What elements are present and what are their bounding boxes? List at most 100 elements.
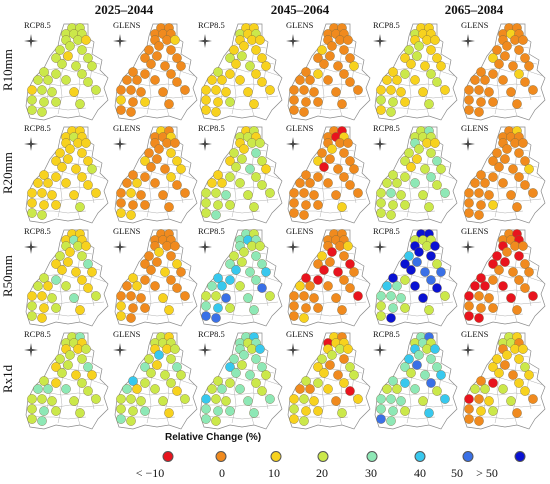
station-marker: [299, 416, 309, 426]
station-marker: [39, 406, 49, 416]
station-marker: [164, 408, 174, 418]
subregion-boundary: [379, 198, 454, 202]
station-marker: [508, 267, 518, 277]
north-arrow-icon: [373, 343, 387, 357]
station-marker: [251, 148, 261, 158]
station-marker: [150, 384, 160, 394]
station-marker: [345, 386, 355, 396]
station-marker: [514, 275, 524, 285]
station-marker: [77, 172, 87, 182]
station-marker: [122, 281, 132, 291]
station-marker: [77, 69, 87, 79]
station-map: [374, 126, 458, 224]
station-marker: [87, 164, 97, 174]
station-marker: [61, 281, 71, 291]
station-marker: [126, 416, 136, 426]
station-marker: [243, 87, 253, 97]
station-marker: [424, 99, 434, 109]
station-marker: [426, 148, 436, 158]
station-marker: [83, 156, 93, 166]
subregion-boundary: [219, 170, 281, 180]
station-marker: [400, 69, 410, 79]
station-marker: [299, 188, 309, 198]
station-marker: [349, 370, 359, 380]
station-marker: [225, 378, 235, 388]
station-marker: [376, 291, 386, 301]
station-marker: [325, 360, 335, 370]
scenario-label: RCP8.5: [24, 20, 51, 30]
station-marker: [470, 178, 480, 188]
map-panel: GLENS: [459, 226, 549, 328]
station-marker: [27, 208, 37, 218]
station-marker: [426, 251, 436, 261]
station-marker: [126, 107, 136, 117]
station-marker: [83, 53, 93, 63]
station-marker: [396, 396, 406, 406]
station-marker: [245, 267, 255, 277]
north-arrow-icon: [461, 240, 475, 254]
station-marker: [27, 85, 37, 95]
station-marker: [376, 198, 386, 208]
station-marker: [464, 301, 474, 311]
station-marker: [464, 404, 474, 414]
station-marker: [122, 75, 132, 85]
station-marker: [47, 190, 57, 200]
subregion-boundary: [201, 311, 261, 317]
station-marker: [51, 97, 61, 107]
station-marker: [166, 172, 176, 182]
station-marker: [295, 281, 305, 291]
station-marker: [430, 344, 440, 354]
subregion-boundary: [116, 414, 176, 420]
station-marker: [152, 257, 162, 267]
station-marker: [313, 406, 323, 416]
station-marker: [152, 154, 162, 164]
station-marker: [87, 370, 97, 380]
subregion-boundary: [376, 208, 436, 214]
station-marker: [474, 188, 484, 198]
station-marker: [353, 85, 363, 95]
legend-tick-label: 10: [268, 466, 280, 480]
north-arrow-icon: [461, 343, 475, 357]
station-marker: [301, 170, 311, 180]
station-marker: [488, 259, 498, 269]
station-marker: [27, 95, 37, 105]
station-marker: [376, 301, 386, 311]
station-marker: [520, 259, 530, 269]
station-marker: [65, 247, 75, 257]
station-marker: [498, 178, 508, 188]
station-marker: [345, 53, 355, 63]
station-marker: [327, 350, 337, 360]
station-marker: [116, 394, 126, 404]
station-marker: [201, 311, 211, 321]
station-marker: [512, 202, 522, 212]
station-marker: [337, 99, 347, 109]
station-marker: [225, 53, 235, 63]
station-marker: [464, 85, 474, 95]
station-marker: [289, 208, 299, 218]
station-marker: [331, 190, 341, 200]
station-marker: [426, 378, 436, 388]
station-marker: [126, 188, 136, 198]
station-marker: [524, 164, 534, 174]
north-arrow-icon: [461, 137, 475, 151]
station-marker: [464, 291, 474, 301]
station-marker: [502, 144, 512, 154]
station-marker: [392, 281, 402, 291]
station-marker: [514, 354, 524, 364]
station-marker: [376, 85, 386, 95]
station-marker: [432, 180, 442, 190]
station-marker: [33, 75, 43, 85]
station-marker: [166, 275, 176, 285]
station-marker: [225, 156, 235, 166]
station-map: [374, 23, 458, 121]
scenario-label: GLENS: [286, 226, 314, 236]
station-marker: [170, 241, 180, 251]
station-marker: [146, 265, 156, 275]
subregion-boundary: [379, 404, 454, 408]
legend-tick-label: 50: [451, 466, 463, 480]
subregion-boundary: [464, 105, 524, 111]
station-marker: [65, 41, 75, 51]
station-marker: [502, 350, 512, 360]
station-marker: [77, 148, 87, 158]
station-marker: [313, 156, 323, 166]
